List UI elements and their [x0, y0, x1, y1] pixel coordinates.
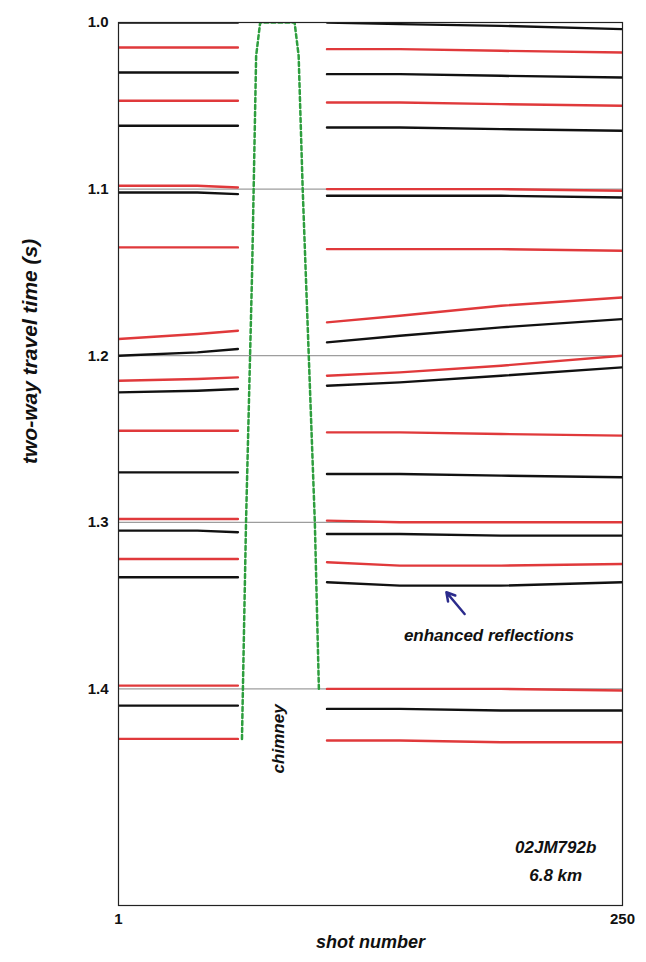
svg-text:1: 1: [114, 910, 122, 927]
svg-text:shot number: shot number: [316, 932, 426, 952]
svg-text:02JM792b: 02JM792b: [515, 838, 596, 857]
svg-text:chimney: chimney: [269, 703, 288, 774]
svg-text:6.8 km: 6.8 km: [529, 866, 582, 885]
svg-text:250: 250: [610, 910, 635, 927]
svg-text:1.2: 1.2: [88, 347, 109, 364]
svg-text:1.4: 1.4: [88, 680, 110, 697]
svg-text:1.0: 1.0: [88, 13, 109, 30]
svg-text:1.1: 1.1: [88, 180, 109, 197]
svg-text:1.3: 1.3: [88, 513, 109, 530]
svg-text:two-way travel time (s): two-way travel time (s): [18, 239, 41, 464]
svg-text:enhanced reflections: enhanced reflections: [404, 626, 574, 645]
